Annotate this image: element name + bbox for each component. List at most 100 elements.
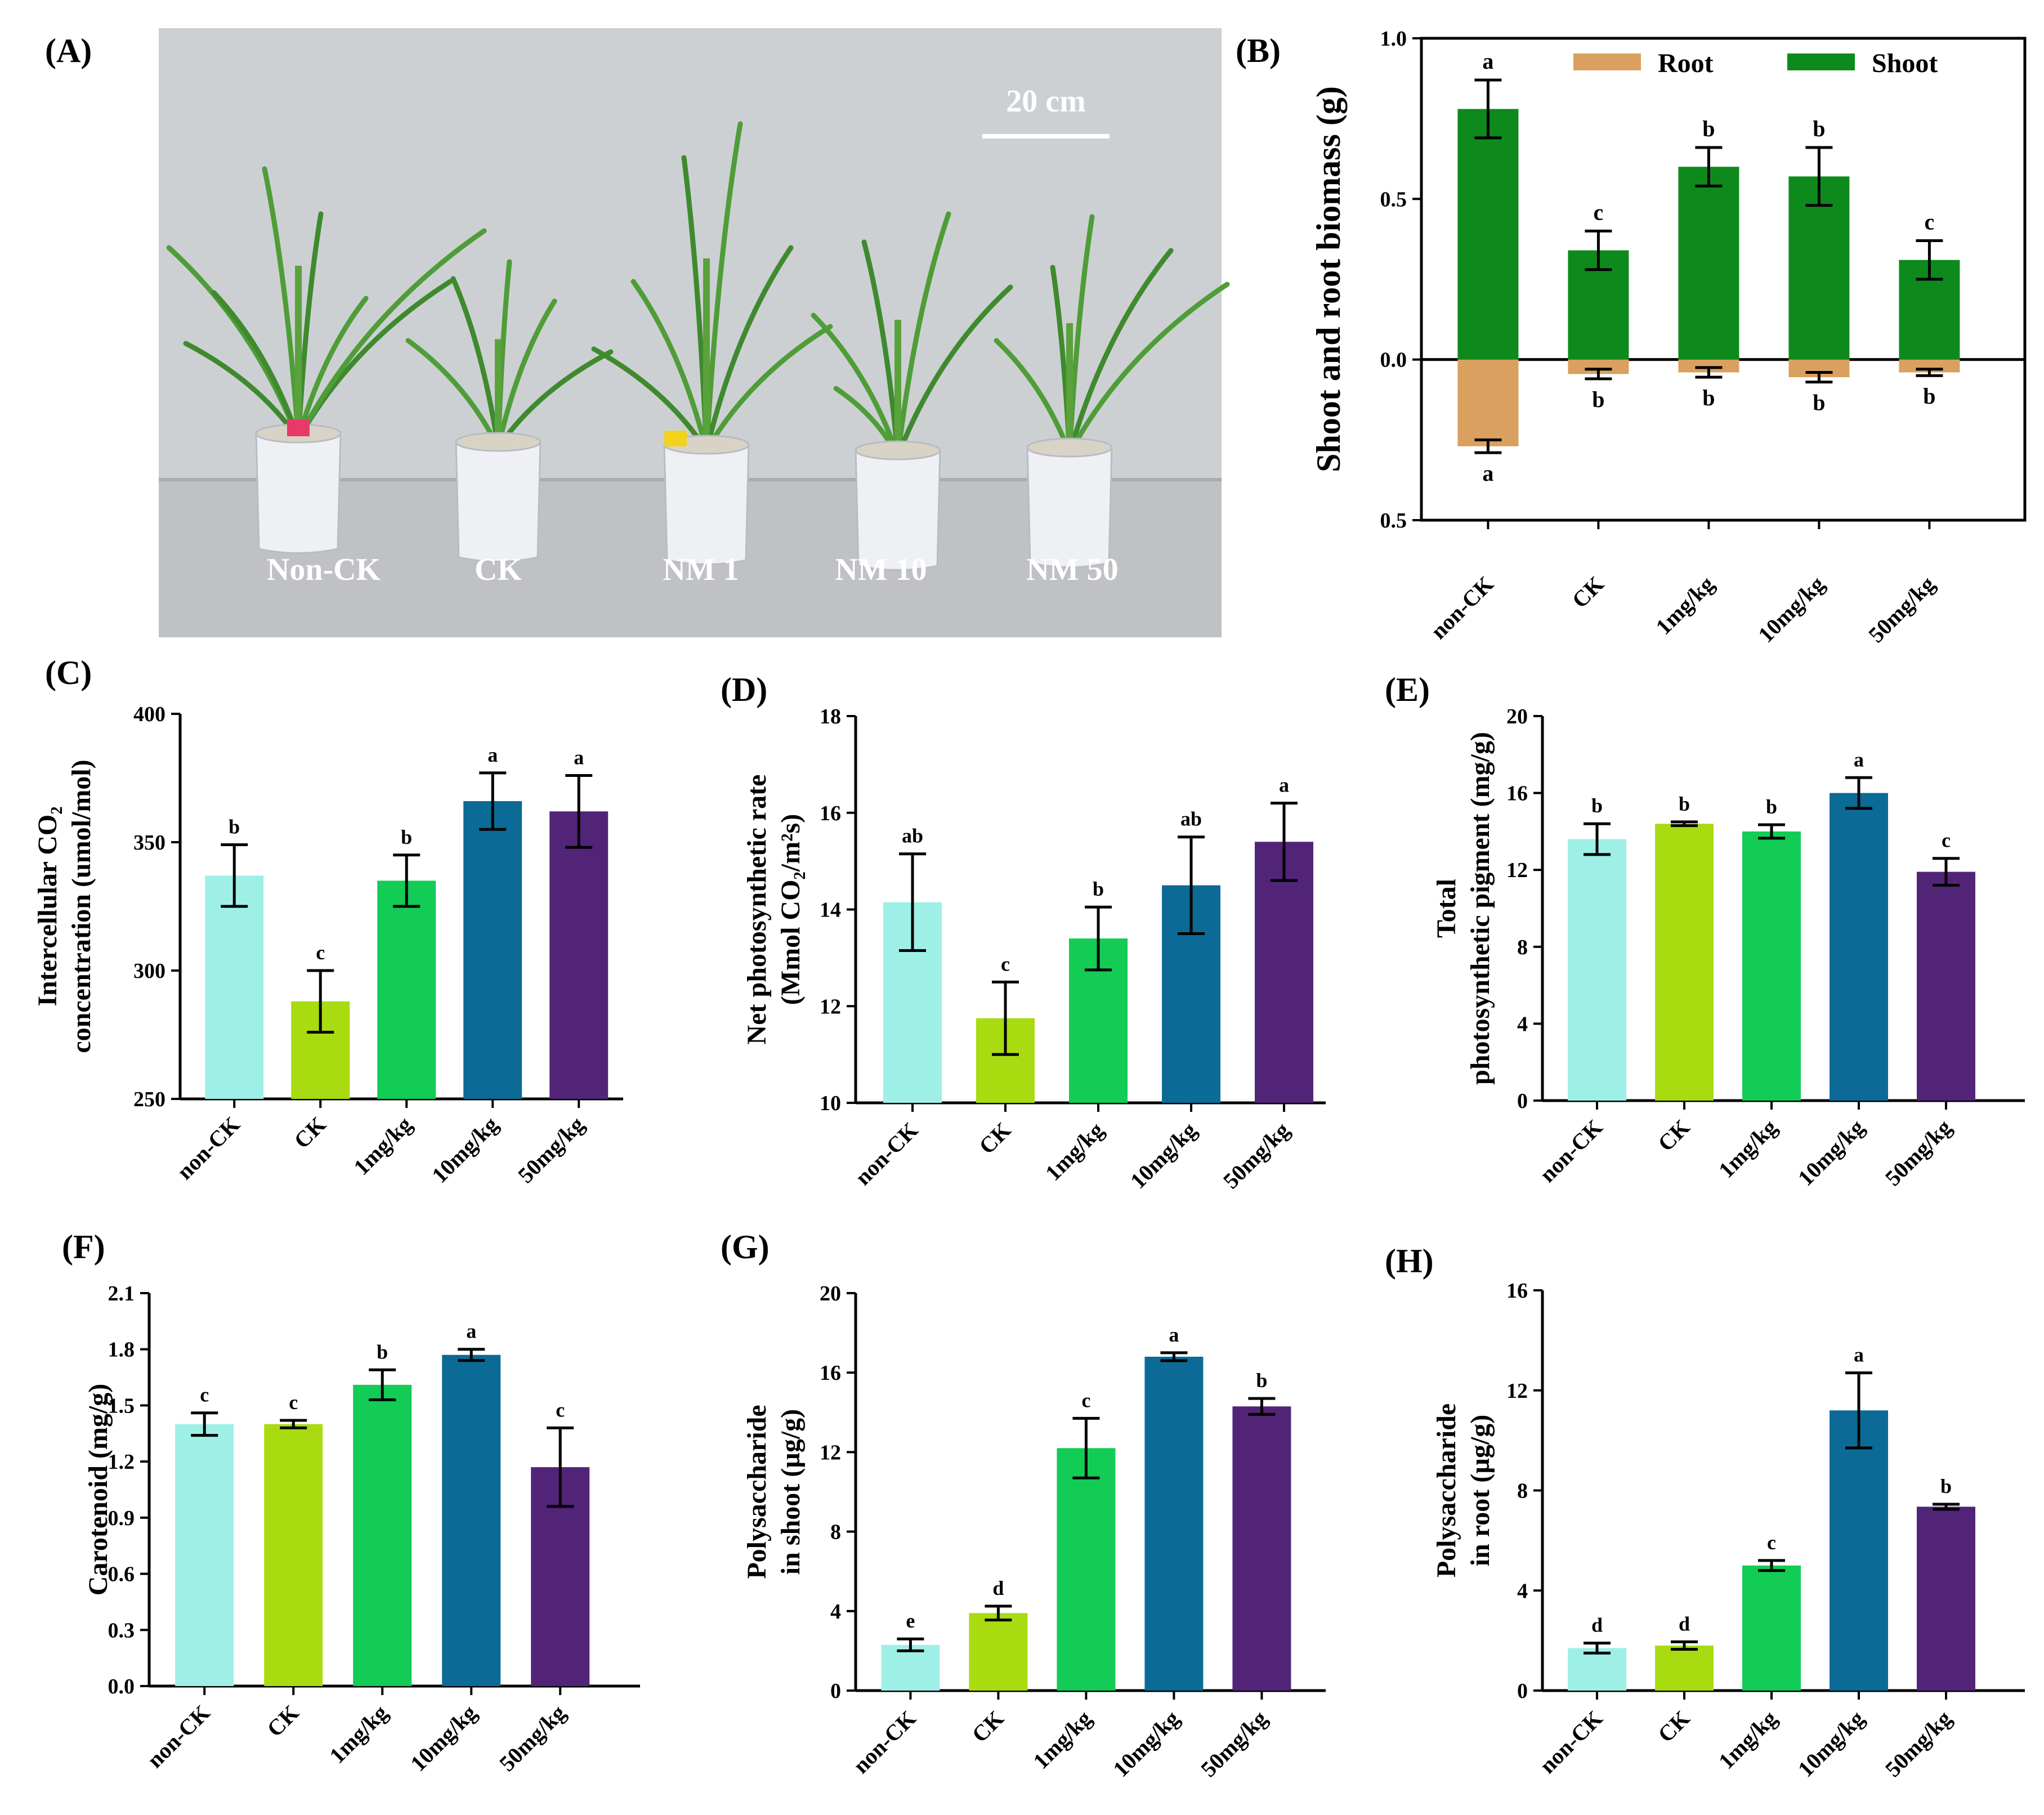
chart-c-bar-3	[377, 880, 436, 1099]
chart-h-sig-2: d	[1679, 1612, 1690, 1635]
chart-e-category-4: 10mg/kg	[1793, 1115, 1869, 1191]
chart-f-sig-4: a	[466, 1320, 476, 1343]
chart-d-ytick-label-4: 18	[820, 705, 841, 728]
photo-label-nm50: NM 50	[1026, 552, 1118, 587]
chart-e-ylabel-line-1: Total	[1432, 879, 1461, 938]
chart-f-ytick-label-3: 0.9	[108, 1506, 135, 1530]
panel-label-d: (D)	[721, 671, 767, 708]
chart-e-bar-3	[1742, 831, 1801, 1101]
chart-e-sig-5: c	[1942, 829, 1951, 852]
chart-f-sig-3: b	[377, 1340, 388, 1363]
chart-d-ytick-label-0: 10	[820, 1092, 841, 1115]
chart-h-ytick-label-2: 8	[1517, 1479, 1528, 1503]
chart-e-bar-4	[1830, 793, 1888, 1101]
plant-pot-rim-4	[855, 440, 941, 461]
chart-c-category-1: non-CK	[172, 1112, 244, 1184]
chart-g-bar-1	[881, 1644, 940, 1691]
chart-b-ytick-label-0: 0.5	[1380, 509, 1407, 533]
chart-c-category-3: 1mg/kg	[348, 1112, 417, 1180]
chart-b-bar-root-3	[1678, 359, 1739, 373]
plant-leaf-1-7	[296, 228, 487, 442]
plant-leaf-2-2	[450, 276, 501, 450]
chart-c-ytick-label-1: 300	[133, 959, 166, 983]
chart-e-ytick-label-2: 8	[1517, 936, 1528, 959]
chart-f-ytick-label-4: 1.2	[108, 1450, 135, 1474]
chart-f-ytick-label-5: 1.5	[108, 1394, 135, 1418]
chart-d-ytick-label-1: 12	[820, 995, 841, 1018]
chart-b-ytick-label-1: 0.0	[1380, 348, 1407, 372]
chart-f-category-3: 1mg/kg	[324, 1700, 392, 1768]
chart-g-sig-5: b	[1256, 1369, 1267, 1392]
chart-b-bar-shoot-1	[1457, 109, 1519, 360]
chart-g-ylabel-line-2: in shoot (µg/g)	[776, 1409, 806, 1575]
chart-h-bar-5	[1917, 1506, 1975, 1691]
chart-e-category-2: CK	[1653, 1115, 1694, 1156]
chart-b-sig-root-1: a	[1482, 461, 1493, 486]
chart-g-sig-1: e	[906, 1610, 915, 1632]
chart-b: (B) 0.5 0.0 0.5 1.0 a a c b b b b b c b Root Shoot non-C…	[1236, 27, 2027, 648]
chart-h-category-3: 1mg/kg	[1714, 1706, 1782, 1774]
chart-c: (C) 250 300 350 400 b c b a a non-CK CK 1mg/kg 10mg/…	[33, 654, 623, 1188]
chart-b-ytick-label-2: 0.5	[1380, 187, 1407, 211]
chart-c-ytick-label-0: 250	[133, 1088, 166, 1111]
plant-pot-rim-5	[1026, 437, 1113, 458]
chart-b-sig-root-4: b	[1813, 390, 1825, 415]
chart-b-category-5: 50mg/kg	[1863, 571, 1940, 648]
panel-label-e: (E)	[1385, 671, 1430, 708]
chart-d-ytick-label-2: 14	[820, 898, 841, 922]
chart-g: (G) 0 4 8 12 16 20 e d c a b non-CK CK 1mg/kg 10mg/kg 5…	[721, 1228, 1326, 1782]
panel-label-a: (A)	[45, 32, 92, 69]
chart-b-ytick-label-3: 1.0	[1380, 27, 1407, 51]
panel-label-b: (B)	[1236, 32, 1281, 69]
chart-h-category-1: non-CK	[1535, 1706, 1607, 1778]
chart-d-sig-2: c	[1001, 953, 1010, 975]
chart-b-sig-shoot-5: c	[1925, 209, 1935, 235]
photo-label-nm1: NM 1	[663, 552, 739, 587]
chart-c-sig-1: b	[229, 816, 240, 838]
chart-h-ytick-label-3: 12	[1506, 1379, 1528, 1403]
chart-h-bar-2	[1655, 1646, 1714, 1691]
chart-h-ytick-label-1: 4	[1517, 1579, 1528, 1603]
chart-c-ytick-label-2: 350	[133, 831, 166, 855]
plant-leaf-5-5	[1067, 281, 1230, 456]
chart-g-category-2: CK	[967, 1706, 1009, 1747]
chart-d-ylabel-line-1: Net photosynthetic rate	[742, 775, 772, 1045]
chart-g-bar-3	[1057, 1448, 1116, 1691]
chart-d-category-3: 1mg/kg	[1040, 1117, 1108, 1186]
plant-pot-3	[663, 444, 750, 565]
plant-pot-1	[255, 432, 342, 554]
chart-c-bar-1	[205, 875, 264, 1099]
plant-leaf-3-3	[704, 121, 743, 453]
photo-label-nm10: NM 10	[835, 552, 927, 587]
chart-e-bar-1	[1568, 839, 1626, 1101]
chart-e-ytick-label-4: 16	[1506, 782, 1528, 806]
chart-b-sig-shoot-3: b	[1702, 116, 1715, 141]
chart-f-category-4: 10mg/kg	[405, 1700, 482, 1777]
chart-h-sig-3: c	[1767, 1531, 1776, 1554]
chart-d-bar-5	[1255, 842, 1313, 1103]
chart-b-category-3: 1mg/kg	[1651, 571, 1719, 640]
chart-h-ylabel-line-2: in root (µg/g)	[1465, 1415, 1495, 1566]
chart-d-ylabel-line-2: (Mmol CO₂/m²s)	[776, 814, 806, 1005]
chart-h-ytick-label-4: 16	[1506, 1279, 1528, 1303]
chart-e-ylabel-line-2: photosynthetic pigment (mg/g)	[1465, 732, 1495, 1085]
chart-h-bar-3	[1742, 1565, 1801, 1691]
chart-f-sig-2: c	[289, 1391, 298, 1414]
panel-label-h: (H)	[1385, 1242, 1434, 1280]
pot-tag-nm1	[664, 431, 687, 446]
chart-d-sig-4: ab	[1180, 808, 1202, 830]
chart-b-sig-shoot-2: c	[1594, 199, 1604, 225]
chart-e-category-5: 50mg/kg	[1880, 1115, 1957, 1191]
chart-e-ytick-label-3: 12	[1506, 859, 1528, 882]
chart-f-ylabel-line-1: Carotenoid (mg/g)	[83, 1384, 113, 1595]
chart-d-sig-3: b	[1093, 878, 1104, 900]
chart-e-bar-5	[1917, 871, 1975, 1101]
chart-g-ytick-label-0: 0	[830, 1679, 841, 1703]
chart-b-category-2: CK	[1567, 571, 1609, 613]
plant-leaf-2-1	[405, 338, 501, 450]
chart-g-sig-3: c	[1081, 1389, 1090, 1411]
chart-c-category-4: 10mg/kg	[427, 1112, 503, 1188]
chart-g-bar-2	[969, 1613, 1028, 1691]
plant-leaf-3-5	[704, 324, 833, 453]
